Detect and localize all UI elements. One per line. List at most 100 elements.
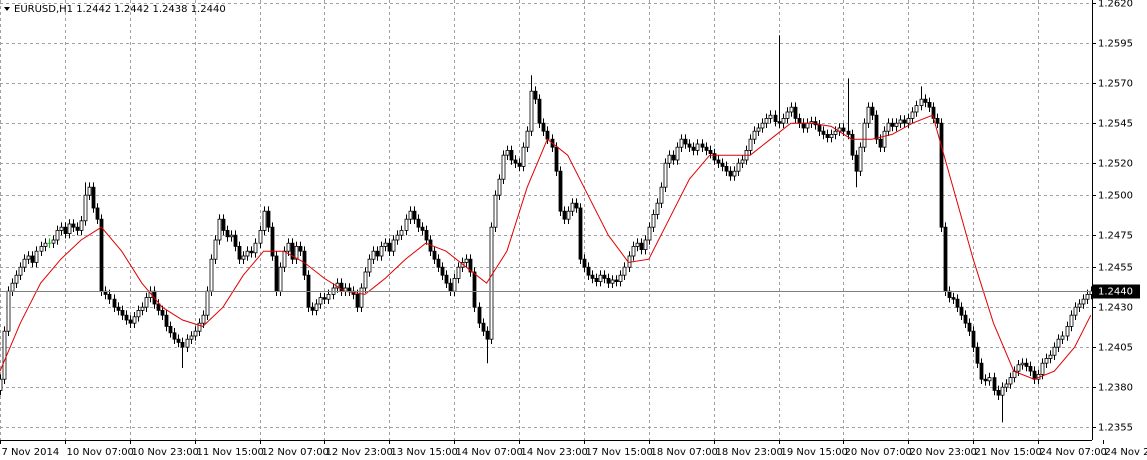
candle-body [1008, 377, 1013, 385]
candle-body [748, 138, 753, 151]
candle-body [554, 146, 559, 172]
candle-body [797, 118, 802, 124]
candle-body [30, 255, 35, 263]
y-tick-label: 1.2355 [1098, 423, 1133, 434]
candle-body [996, 389, 1001, 396]
candle-body [1020, 362, 1025, 366]
y-tick-label: 1.2520 [1098, 159, 1133, 170]
candle-body [610, 279, 615, 284]
candle-body [128, 319, 133, 324]
candle-body [971, 330, 976, 348]
candle-body [420, 226, 425, 231]
candle-body [513, 159, 518, 164]
candle-body [622, 266, 627, 276]
candle-body [935, 118, 940, 124]
candle-body [760, 122, 765, 129]
candle-body [943, 226, 948, 292]
candle-body [955, 298, 960, 308]
candle-body [785, 111, 790, 119]
candle-body [298, 245, 303, 252]
x-tick-label: 14 Nov 07:00 [456, 447, 523, 458]
candle-body [448, 282, 453, 292]
candle-body [67, 223, 72, 234]
candle-body [667, 154, 672, 164]
x-tick-label: 18 Nov 07:00 [651, 447, 718, 458]
candle-body [732, 170, 737, 177]
candle-body [979, 362, 984, 380]
candle-body [286, 242, 291, 252]
candle-body [399, 229, 404, 236]
candle-body [99, 218, 104, 292]
candle-body [258, 229, 263, 244]
candle-body [570, 202, 575, 212]
candle-body [359, 287, 364, 308]
candle-body [144, 297, 149, 308]
candle-body [574, 202, 579, 209]
candle-body [708, 149, 713, 154]
candle-body [472, 271, 477, 308]
candle-body [854, 154, 859, 172]
candle-body [647, 226, 652, 241]
x-tick-label: 24 Nov 23:00 [1105, 447, 1147, 458]
candle-body [691, 146, 696, 151]
y-tick-label: 1.2620 [1098, 0, 1133, 10]
y-tick-label: 1.2405 [1098, 343, 1133, 354]
candle-body [347, 287, 352, 292]
candle-body [850, 133, 855, 156]
x-tick-label: 10 Nov 07:00 [67, 447, 134, 458]
candle-body [639, 242, 644, 250]
candle-body [225, 229, 230, 238]
candle-body [253, 242, 258, 254]
candle-body [164, 314, 169, 327]
candle-body [716, 159, 721, 164]
last-price-box [1093, 284, 1140, 299]
candle-body [537, 98, 542, 124]
candle-body [501, 154, 506, 180]
candle-body [720, 162, 725, 167]
candle-body [651, 213, 656, 228]
y-tick-label: 1.2545 [1098, 119, 1133, 130]
candle-body [781, 118, 786, 124]
candle-body [927, 102, 932, 108]
candle-body [525, 130, 530, 148]
y-tick-label: 1.2430 [1098, 303, 1133, 314]
candle-body [1016, 364, 1021, 372]
x-tick-label: 14 Nov 23:00 [521, 447, 588, 458]
candle-body [1052, 346, 1057, 356]
candle-body [829, 133, 834, 138]
candle-body [95, 207, 100, 220]
x-tick-label: 18 Nov 23:00 [716, 447, 783, 458]
candle-body [643, 239, 648, 251]
candle-body [375, 250, 380, 257]
candle-body [704, 146, 709, 151]
candle-body [0, 378, 3, 391]
x-tick-label: 13 Nov 15:00 [391, 447, 458, 458]
candle-body [452, 277, 457, 292]
candle-body [404, 218, 409, 231]
candle-body [436, 258, 441, 268]
candle-body [112, 298, 117, 308]
candle-body [140, 306, 145, 311]
candle-body [217, 218, 222, 241]
candle-body [322, 297, 327, 300]
candle-body [1056, 338, 1061, 348]
candle-body [241, 255, 246, 260]
candle-body [618, 274, 623, 283]
x-tick-label: 10 Nov 23:00 [132, 447, 199, 458]
candle-body [282, 250, 287, 268]
candle-body [213, 239, 218, 260]
candle-body [485, 330, 490, 340]
candle-body [687, 143, 692, 148]
candle-body [116, 306, 121, 311]
y-tick-label: 1.2455 [1098, 263, 1133, 274]
candle-body [862, 122, 867, 148]
candle-body [310, 306, 315, 311]
candle-body [314, 303, 319, 311]
y-tick-label: 1.2570 [1098, 79, 1133, 90]
symbol-menu-icon[interactable] [4, 7, 10, 11]
candle-body [939, 122, 944, 228]
candle-body [160, 309, 165, 316]
y-tick-label: 1.2595 [1098, 39, 1133, 50]
candle-body [26, 255, 31, 260]
candle-body [2, 330, 7, 380]
